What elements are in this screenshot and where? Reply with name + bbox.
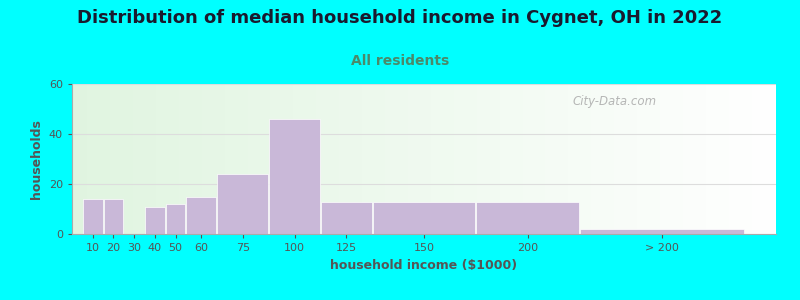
Bar [373,202,475,234]
Text: City-Data.com: City-Data.com [572,95,656,109]
Bar [270,119,320,234]
Bar [145,206,165,234]
Y-axis label: households: households [30,119,43,199]
Bar [476,202,578,234]
Text: All residents: All residents [351,54,449,68]
Bar [321,202,372,234]
Bar [103,199,123,234]
Bar [218,174,268,234]
Bar [186,196,217,234]
Text: Distribution of median household income in Cygnet, OH in 2022: Distribution of median household income … [78,9,722,27]
Bar [83,199,102,234]
Bar [166,204,186,234]
Bar [580,229,745,234]
X-axis label: household income ($1000): household income ($1000) [330,259,518,272]
